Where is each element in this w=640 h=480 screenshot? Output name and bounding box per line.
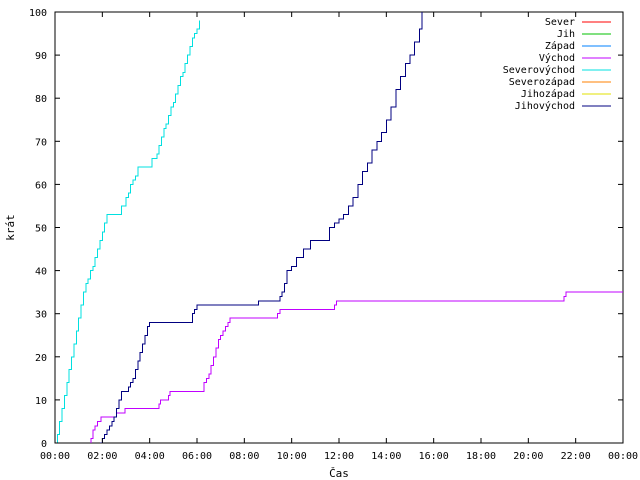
y-tick-label: 100: [29, 8, 47, 19]
series-line-7: [99, 12, 423, 443]
legend-label: Jih: [557, 29, 575, 40]
x-tick-label: 04:00: [135, 451, 165, 462]
y-tick-label: 50: [35, 224, 47, 235]
y-axis-title: krát: [4, 214, 17, 241]
y-tick-label: 60: [35, 180, 47, 191]
legend-label: Východ: [539, 52, 575, 64]
x-tick-label: 12:00: [324, 451, 354, 462]
x-tick-label: 00:00: [40, 451, 70, 462]
y-tick-label: 40: [35, 267, 47, 278]
series-layer: [55, 12, 623, 443]
y-tick-label: 30: [35, 310, 47, 321]
x-tick-label: 08:00: [229, 451, 259, 462]
x-tick-label: 10:00: [277, 451, 307, 462]
series-line-3: [90, 291, 623, 443]
y-tick-label: 80: [35, 94, 47, 105]
x-tick-label: 06:00: [182, 451, 212, 462]
legend: SeverJihZápadVýchodSeverovýchodSeverozáp…: [503, 17, 611, 112]
x-tick-label: 22:00: [561, 451, 591, 462]
legend-label: Severovýchod: [503, 64, 575, 76]
legend-label: Severozápad: [509, 76, 575, 88]
ticks-layer: 0 10 20 30 40 50 60 70 80 90 100 00:00 02:00 04:00 06:…: [29, 8, 638, 462]
legend-label: Západ: [545, 40, 575, 52]
legend-label: Jihovýchod: [515, 100, 575, 112]
legend-label: Sever: [545, 17, 575, 28]
y-tick-label: 10: [35, 396, 47, 407]
x-tick-label: 14:00: [371, 451, 401, 462]
legend-label: Jihozápad: [521, 88, 575, 100]
x-axis-title: Čas: [329, 467, 349, 480]
x-tick-label: 18:00: [466, 451, 496, 462]
x-tick-label: 16:00: [419, 451, 449, 462]
x-tick-label: 20:00: [513, 451, 543, 462]
series-line-4: [55, 20, 200, 443]
x-tick-label: 00:00: [608, 451, 638, 462]
x-tick-label: 02:00: [87, 451, 117, 462]
y-tick-label: 70: [35, 137, 47, 148]
y-tick-label: 0: [41, 439, 47, 450]
y-tick-label: 90: [35, 51, 47, 62]
y-tick-label: 20: [35, 353, 47, 364]
